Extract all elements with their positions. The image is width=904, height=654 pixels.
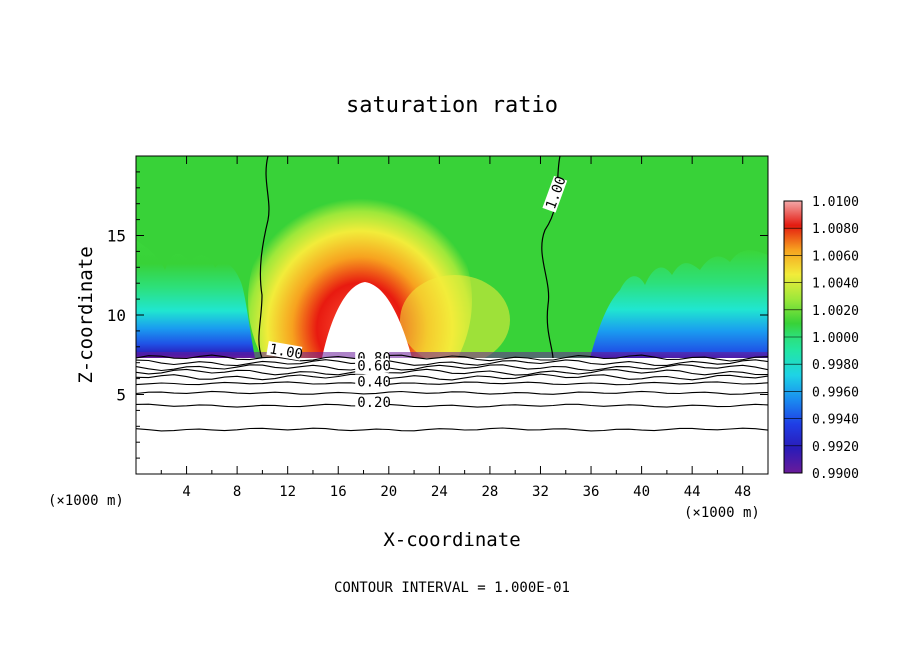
x-tick-label: 40	[633, 484, 650, 500]
colorbar-label: 1.0040	[812, 277, 859, 292]
colorbar-label: 0.9940	[812, 413, 859, 428]
y-ticks: 5 10 15	[107, 171, 768, 459]
contour-label-bg	[355, 395, 390, 410]
x-tick-label: 20	[380, 484, 397, 500]
contour-line	[136, 364, 768, 372]
x-tick-label: 8	[233, 484, 241, 500]
colorbar-label: 1.0000	[812, 331, 859, 346]
x-tick-label: 44	[684, 484, 701, 500]
colorbar-label: 1.0080	[812, 222, 859, 237]
contour-label: 0.20	[357, 395, 391, 411]
x-tick-label: 12	[279, 484, 296, 500]
colorbar-label: 1.0020	[812, 304, 859, 319]
saturation-field	[136, 156, 768, 474]
colorbar-label: 0.9960	[812, 385, 859, 400]
colorbar-label: 1.0100	[812, 195, 859, 210]
contour-line	[136, 381, 768, 386]
colorbar-labels: 1.0100 1.0080 1.0060 1.0040 1.0020 1.0000 0.99…	[784, 195, 859, 482]
contour-label-bg	[542, 175, 568, 213]
x-unit-left: (×1000 m)	[48, 493, 124, 509]
contour-1.00-left	[258, 156, 270, 359]
x-axis-label: X-coordinate	[383, 529, 520, 551]
contour-label-bg	[355, 358, 390, 373]
contour-line	[136, 403, 768, 408]
contour-label: 1.00	[268, 341, 304, 363]
x-tick-label: 4	[182, 484, 190, 500]
colorbar-label: 0.9980	[812, 358, 859, 373]
contour-interval-note: CONTOUR INTERVAL = 1.000E-01	[334, 580, 570, 596]
x-tick-label: 36	[583, 484, 600, 500]
x-tick-label: 28	[481, 484, 498, 500]
contour-lines	[136, 354, 768, 432]
x-unit-right: (×1000 m)	[684, 505, 760, 521]
chart-title: saturation ratio	[346, 93, 558, 118]
x-tick-label: 48	[734, 484, 751, 500]
contour-line	[136, 373, 768, 381]
contour-line	[136, 368, 768, 376]
contour-line	[136, 390, 768, 395]
contour-label-bg	[266, 340, 303, 361]
y-tick-label: 15	[107, 227, 126, 246]
x-ticks: 4 8 12 16 20 24 28 32 36 40 44 48	[160, 156, 751, 500]
contour-line	[136, 359, 768, 367]
y-tick-label: 10	[107, 306, 126, 325]
contour-label: 0.60	[357, 359, 391, 375]
contour-line	[136, 354, 768, 362]
colorbar-label: 1.0060	[812, 249, 859, 264]
x-tick-label: 32	[532, 484, 549, 500]
contour-label-bg	[355, 374, 390, 389]
contour-label: 0.40	[357, 375, 391, 391]
colorbar-label: 0.9920	[812, 440, 859, 455]
colorbar-label: 0.9900	[812, 467, 859, 482]
contour-line	[136, 427, 768, 432]
y-tick-label: 5	[116, 386, 126, 405]
y-axis-label: Z-coordinate	[75, 246, 97, 383]
x-tick-label: 24	[431, 484, 448, 500]
contour-labels: 1.001.000.800.600.400.20	[266, 174, 570, 411]
x-tick-label: 16	[330, 484, 347, 500]
